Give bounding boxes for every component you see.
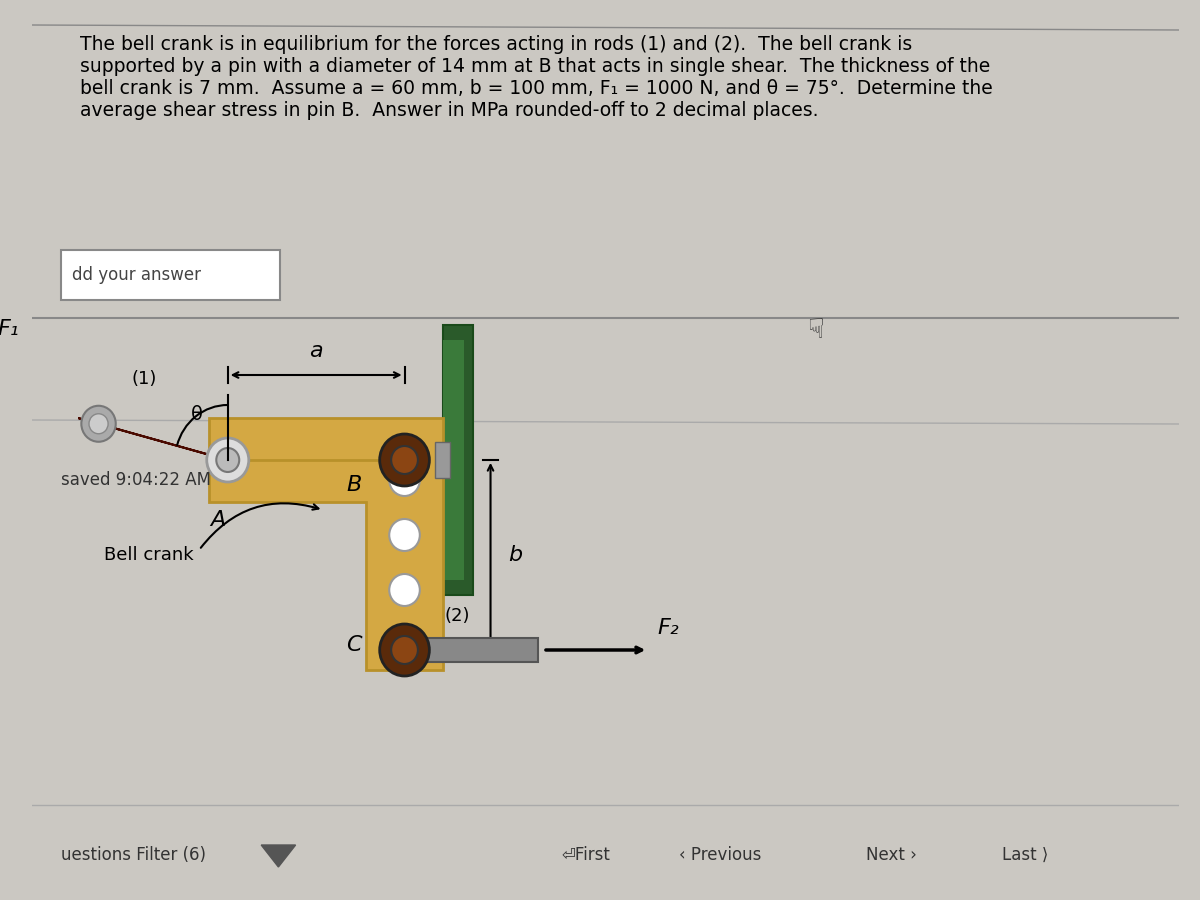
Text: bell crank is 7 mm.  Assume a = 60 mm, b = 100 mm, F₁ = 1000 N, and θ = 75°.  De: bell crank is 7 mm. Assume a = 60 mm, b … — [79, 79, 992, 98]
Circle shape — [206, 438, 248, 482]
Text: (1): (1) — [132, 370, 157, 388]
Circle shape — [389, 629, 420, 661]
Text: Next ›: Next › — [866, 846, 917, 864]
Circle shape — [89, 414, 108, 434]
Polygon shape — [209, 418, 443, 670]
Text: C: C — [346, 635, 361, 655]
Circle shape — [389, 519, 420, 551]
FancyBboxPatch shape — [60, 250, 281, 300]
Circle shape — [389, 464, 420, 496]
Circle shape — [216, 448, 239, 472]
Text: dd your answer: dd your answer — [72, 266, 202, 284]
Polygon shape — [262, 845, 295, 867]
Text: average shear stress in pin B.  Answer in MPa rounded-off to 2 decimal places.: average shear stress in pin B. Answer in… — [79, 101, 818, 120]
Bar — [443, 340, 463, 580]
Bar — [443, 325, 473, 595]
Text: (2): (2) — [444, 607, 470, 625]
Text: saved 9:04:22 AM: saved 9:04:22 AM — [60, 471, 210, 489]
Bar — [436, 442, 450, 478]
Circle shape — [391, 636, 418, 664]
Polygon shape — [78, 418, 248, 465]
Circle shape — [82, 406, 115, 442]
Text: F₁: F₁ — [0, 319, 19, 338]
Text: Bell crank: Bell crank — [103, 546, 193, 564]
Circle shape — [379, 624, 430, 676]
Text: b: b — [508, 545, 522, 565]
Text: ☟: ☟ — [806, 316, 824, 344]
Text: B: B — [347, 475, 361, 495]
Text: ⏎First: ⏎First — [562, 846, 611, 864]
Text: θ: θ — [191, 406, 203, 425]
Text: uestions Filter (6): uestions Filter (6) — [60, 846, 205, 864]
Text: a: a — [310, 341, 323, 361]
Circle shape — [379, 434, 430, 486]
Text: F₂: F₂ — [658, 618, 679, 638]
Polygon shape — [404, 638, 539, 662]
Text: A: A — [210, 510, 226, 530]
Text: The bell crank is in equilibrium for the forces acting in rods (1) and (2).  The: The bell crank is in equilibrium for the… — [79, 35, 912, 54]
Circle shape — [389, 574, 420, 606]
Circle shape — [391, 446, 418, 474]
Text: Last ⟩: Last ⟩ — [1002, 846, 1049, 864]
Text: supported by a pin with a diameter of 14 mm at B that acts in single shear.  The: supported by a pin with a diameter of 14… — [79, 57, 990, 76]
Text: ‹ Previous: ‹ Previous — [679, 846, 761, 864]
